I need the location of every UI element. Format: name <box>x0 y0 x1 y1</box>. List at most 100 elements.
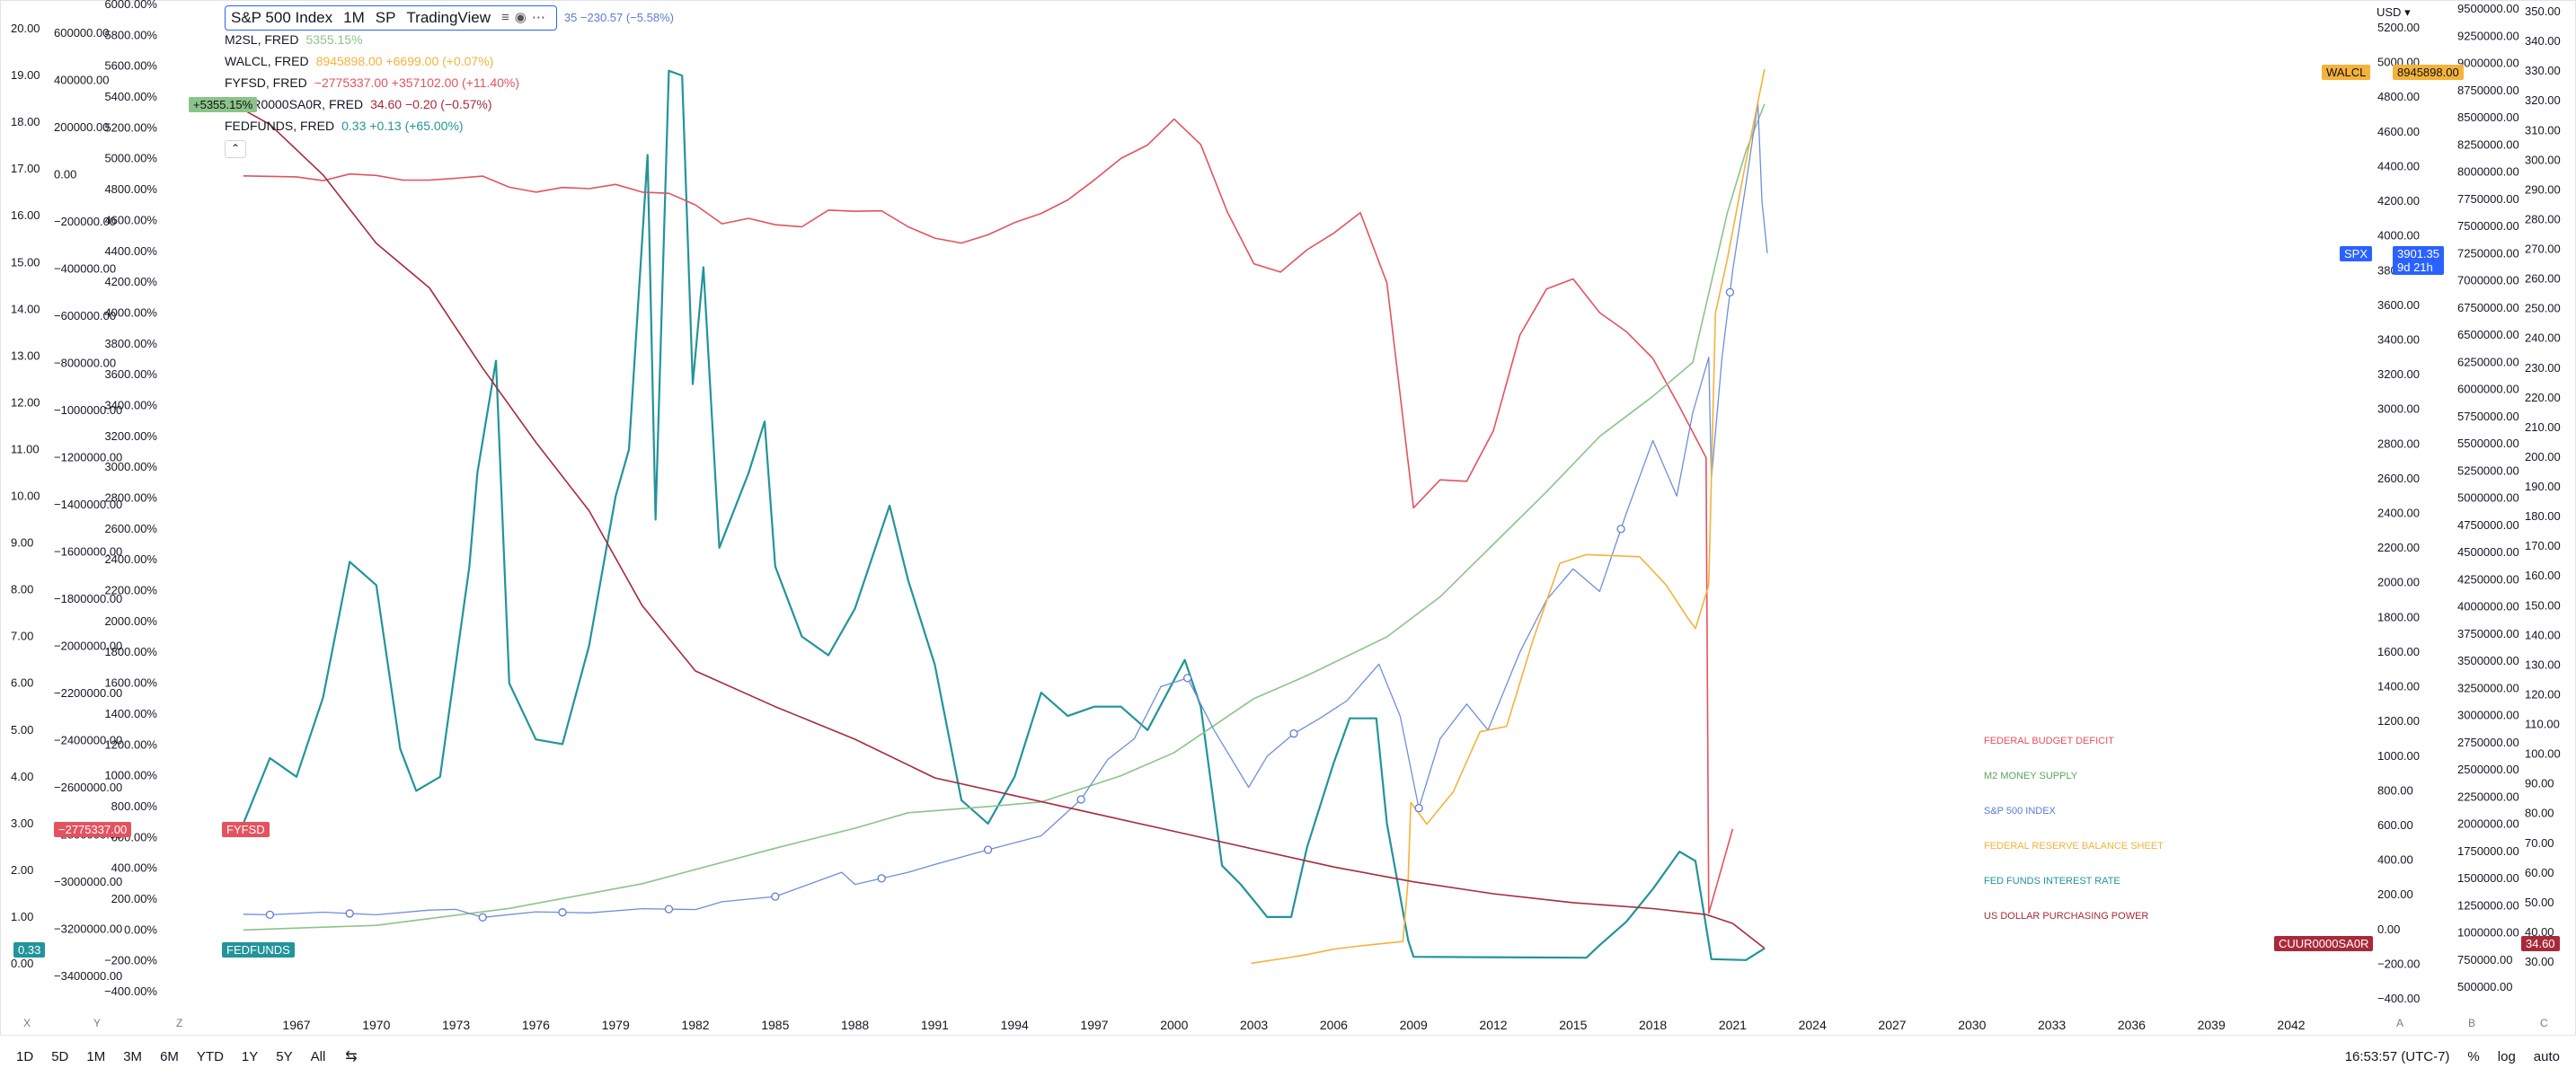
legend-row[interactable]: FYFSD, FRED −2775337.00 +357102.00 (+11.4… <box>225 72 674 93</box>
axis-tick-label-walcl: 2250000.00 <box>2457 790 2519 803</box>
axis-tick-label-walcl: 8000000.00 <box>2457 165 2519 179</box>
symbol-change: 35 −230.57 (−5.58%) <box>563 11 674 24</box>
axis-tick-label-cuur: 40.00 <box>2525 925 2554 939</box>
settings-icon: ≡ <box>500 10 515 25</box>
log-scale-toggle[interactable]: log <box>2497 1048 2516 1064</box>
range-button-1d[interactable]: 1D <box>16 1048 34 1064</box>
axis-tick-label-m2sl: 4200.00% <box>104 275 157 288</box>
axis-tick-label-m2sl: 1200.00% <box>104 737 157 751</box>
range-button-5d[interactable]: 5D <box>51 1048 69 1064</box>
walcl-label-badge: WALCL <box>2322 65 2371 80</box>
bottom-toolbar: 1D 5D 1M 3M 6M YTD 1Y 5Y All ⇆ 16:53:57 (UTC-7) … <box>0 1035 2576 1077</box>
axis-tick-label-walcl: 8750000.00 <box>2457 84 2519 97</box>
spx-value-badge: 3901.35 9d 21h <box>2393 246 2444 275</box>
range-button-6m[interactable]: 6M <box>160 1048 179 1064</box>
split-marker <box>983 845 993 854</box>
axis-tick-label-fedfunds: 4.00 <box>11 770 33 783</box>
axis-tick-label-cuur: 330.00 <box>2525 64 2561 77</box>
axis-tick-label-cuur: 230.00 <box>2525 361 2561 375</box>
axis-tick-label-cuur: 350.00 <box>2525 4 2561 18</box>
axis-tick-label-walcl: 7500000.00 <box>2457 219 2519 233</box>
x-tick-label: 1985 <box>761 1018 789 1032</box>
auto-scale-toggle[interactable]: auto <box>2533 1048 2560 1064</box>
split-marker <box>1289 729 1298 738</box>
axis-tick-label-spx: 4200.00 <box>2377 194 2420 207</box>
symbol-title-box[interactable]: S&P 500 Index 1M SP TradingView ≡◉⋯ <box>225 5 557 31</box>
axis-tick-label-fedfunds: 16.00 <box>11 208 40 222</box>
x-tick-label: 2015 <box>1559 1018 1587 1032</box>
axis-tick-label-cuur: 310.00 <box>2525 123 2561 137</box>
axis-tick-label-spx: 4800.00 <box>2377 90 2420 103</box>
axis-tick-label-cuur: 120.00 <box>2525 687 2561 701</box>
legend-row[interactable]: WALCL, FRED 8945898.00 +6699.00 (+0.07%) <box>225 50 674 72</box>
axis-tick-label-fedfunds: 19.00 <box>11 68 40 82</box>
cuur-value-badge: 34.60 <box>2521 936 2560 951</box>
axis-tick-label-walcl: 1250000.00 <box>2457 898 2519 912</box>
axis-tick-label-fedfunds: 8.00 <box>11 583 33 596</box>
axis-tick-label-m2sl: 1800.00% <box>104 645 157 658</box>
axis-tick-label-fedfunds: 2.00 <box>11 863 33 877</box>
percent-scale-toggle[interactable]: % <box>2467 1048 2480 1064</box>
axis-tick-label-cuur: 250.00 <box>2525 302 2561 315</box>
range-button-1y[interactable]: 1Y <box>241 1048 259 1064</box>
chevron-down-icon: ▾ <box>2404 5 2411 19</box>
legend-row[interactable]: FEDFUNDS, FRED 0.33 +0.13 (+65.00%) <box>225 115 674 137</box>
axis-tick-label-m2sl: 4800.00% <box>104 182 157 196</box>
split-marker <box>478 913 487 922</box>
currency-selector[interactable]: USD ▾ <box>2377 5 2411 19</box>
interval[interactable]: 1M <box>343 9 365 26</box>
x-tick-label: 2021 <box>1719 1018 1747 1032</box>
collapse-legend-button[interactable]: ⌃ <box>225 140 246 158</box>
range-button-5y[interactable]: 5Y <box>276 1048 293 1064</box>
legend-icons[interactable]: ≡◉⋯ <box>501 7 551 29</box>
chart-canvas[interactable]: 20.00 19.00 18.00 17.00 16.00 15.00 14.00 13.00… <box>0 0 2576 1035</box>
axis-tick-label-fedfunds: 7.00 <box>11 630 33 643</box>
axis-tick-label-m2sl: 2200.00% <box>104 584 157 597</box>
axis-tick-label-cuur: 180.00 <box>2525 509 2561 523</box>
axis-tick-label-m2sl: 1400.00% <box>104 707 157 720</box>
symbol-name: S&P 500 Index <box>231 9 333 26</box>
annotation-label: US DOLLAR PURCHASING POWER <box>1984 911 2148 922</box>
axis-tick-label-walcl: 6000000.00 <box>2457 383 2519 396</box>
annotation-label: S&P 500 INDEX <box>1984 806 2057 817</box>
x-tick-label: 1973 <box>442 1018 470 1032</box>
axis-tick-label-fyfsd: 200000.00 <box>54 120 109 134</box>
calendar-range-icon[interactable]: ⇆ <box>345 1049 358 1064</box>
axis-tick-label-spx: 1800.00 <box>2377 610 2420 623</box>
axis-tick-label-fyfsd: −1600000.00 <box>54 545 122 559</box>
axis-tick-label-fyfsd: −800000.00 <box>54 357 116 370</box>
range-button-all[interactable]: All <box>310 1048 326 1064</box>
clock-time[interactable]: 16:53:57 (UTC-7) <box>2344 1048 2450 1064</box>
axis-tick-label-walcl: 6750000.00 <box>2457 301 2519 314</box>
legend-row[interactable]: M2SL, FRED 5355.15% <box>225 29 674 50</box>
axis-tick-label-cuur: 160.00 <box>2525 569 2561 582</box>
axis-tick-label-fyfsd: −1800000.00 <box>54 592 122 605</box>
axis-tick-label-fedfunds: 3.00 <box>11 817 33 830</box>
axis-corner-y: Y <box>93 1017 102 1029</box>
axis-tick-label-cuur: 280.00 <box>2525 212 2561 225</box>
axis-tick-label-spx: 3600.00 <box>2377 298 2420 312</box>
axis-tick-label-walcl: 500000.00 <box>2457 980 2512 993</box>
range-button-1m[interactable]: 1M <box>86 1048 106 1064</box>
legend-row[interactable]: CUUR0000SA0R, FRED 34.60 −0.20 (−0.57%) <box>225 93 674 115</box>
axis-tick-label-m2sl: 4600.00% <box>104 213 157 226</box>
axis-tick-label-cuur: 140.00 <box>2525 628 2561 641</box>
axis-tick-label-walcl: 9500000.00 <box>2457 2 2519 15</box>
split-marker <box>345 909 354 918</box>
fedfunds-label-badge: FEDFUNDS <box>222 942 295 958</box>
axis-tick-label-fyfsd: −3400000.00 <box>54 969 122 983</box>
axis-tick-label-walcl: 5250000.00 <box>2457 463 2519 477</box>
range-button-ytd[interactable]: YTD <box>196 1048 224 1064</box>
range-button-3m[interactable]: 3M <box>123 1048 143 1064</box>
axis-tick-label-walcl: 3000000.00 <box>2457 709 2519 722</box>
axis-tick-label-cuur: 130.00 <box>2525 658 2561 671</box>
series-line-fyfsd <box>243 118 1734 914</box>
axis-tick-label-spx: 4000.00 <box>2377 229 2420 243</box>
axis-tick-label-cuur: 100.00 <box>2525 747 2561 761</box>
axis-tick-label-spx: 2000.00 <box>2377 576 2420 589</box>
axis-tick-label-cuur: 90.00 <box>2525 777 2554 790</box>
axis-tick-label-cuur: 290.00 <box>2525 182 2561 196</box>
axis-tick-label-walcl: 5500000.00 <box>2457 437 2519 450</box>
split-marker <box>664 905 674 914</box>
axis-tick-label-spx: 400.00 <box>2377 853 2413 867</box>
